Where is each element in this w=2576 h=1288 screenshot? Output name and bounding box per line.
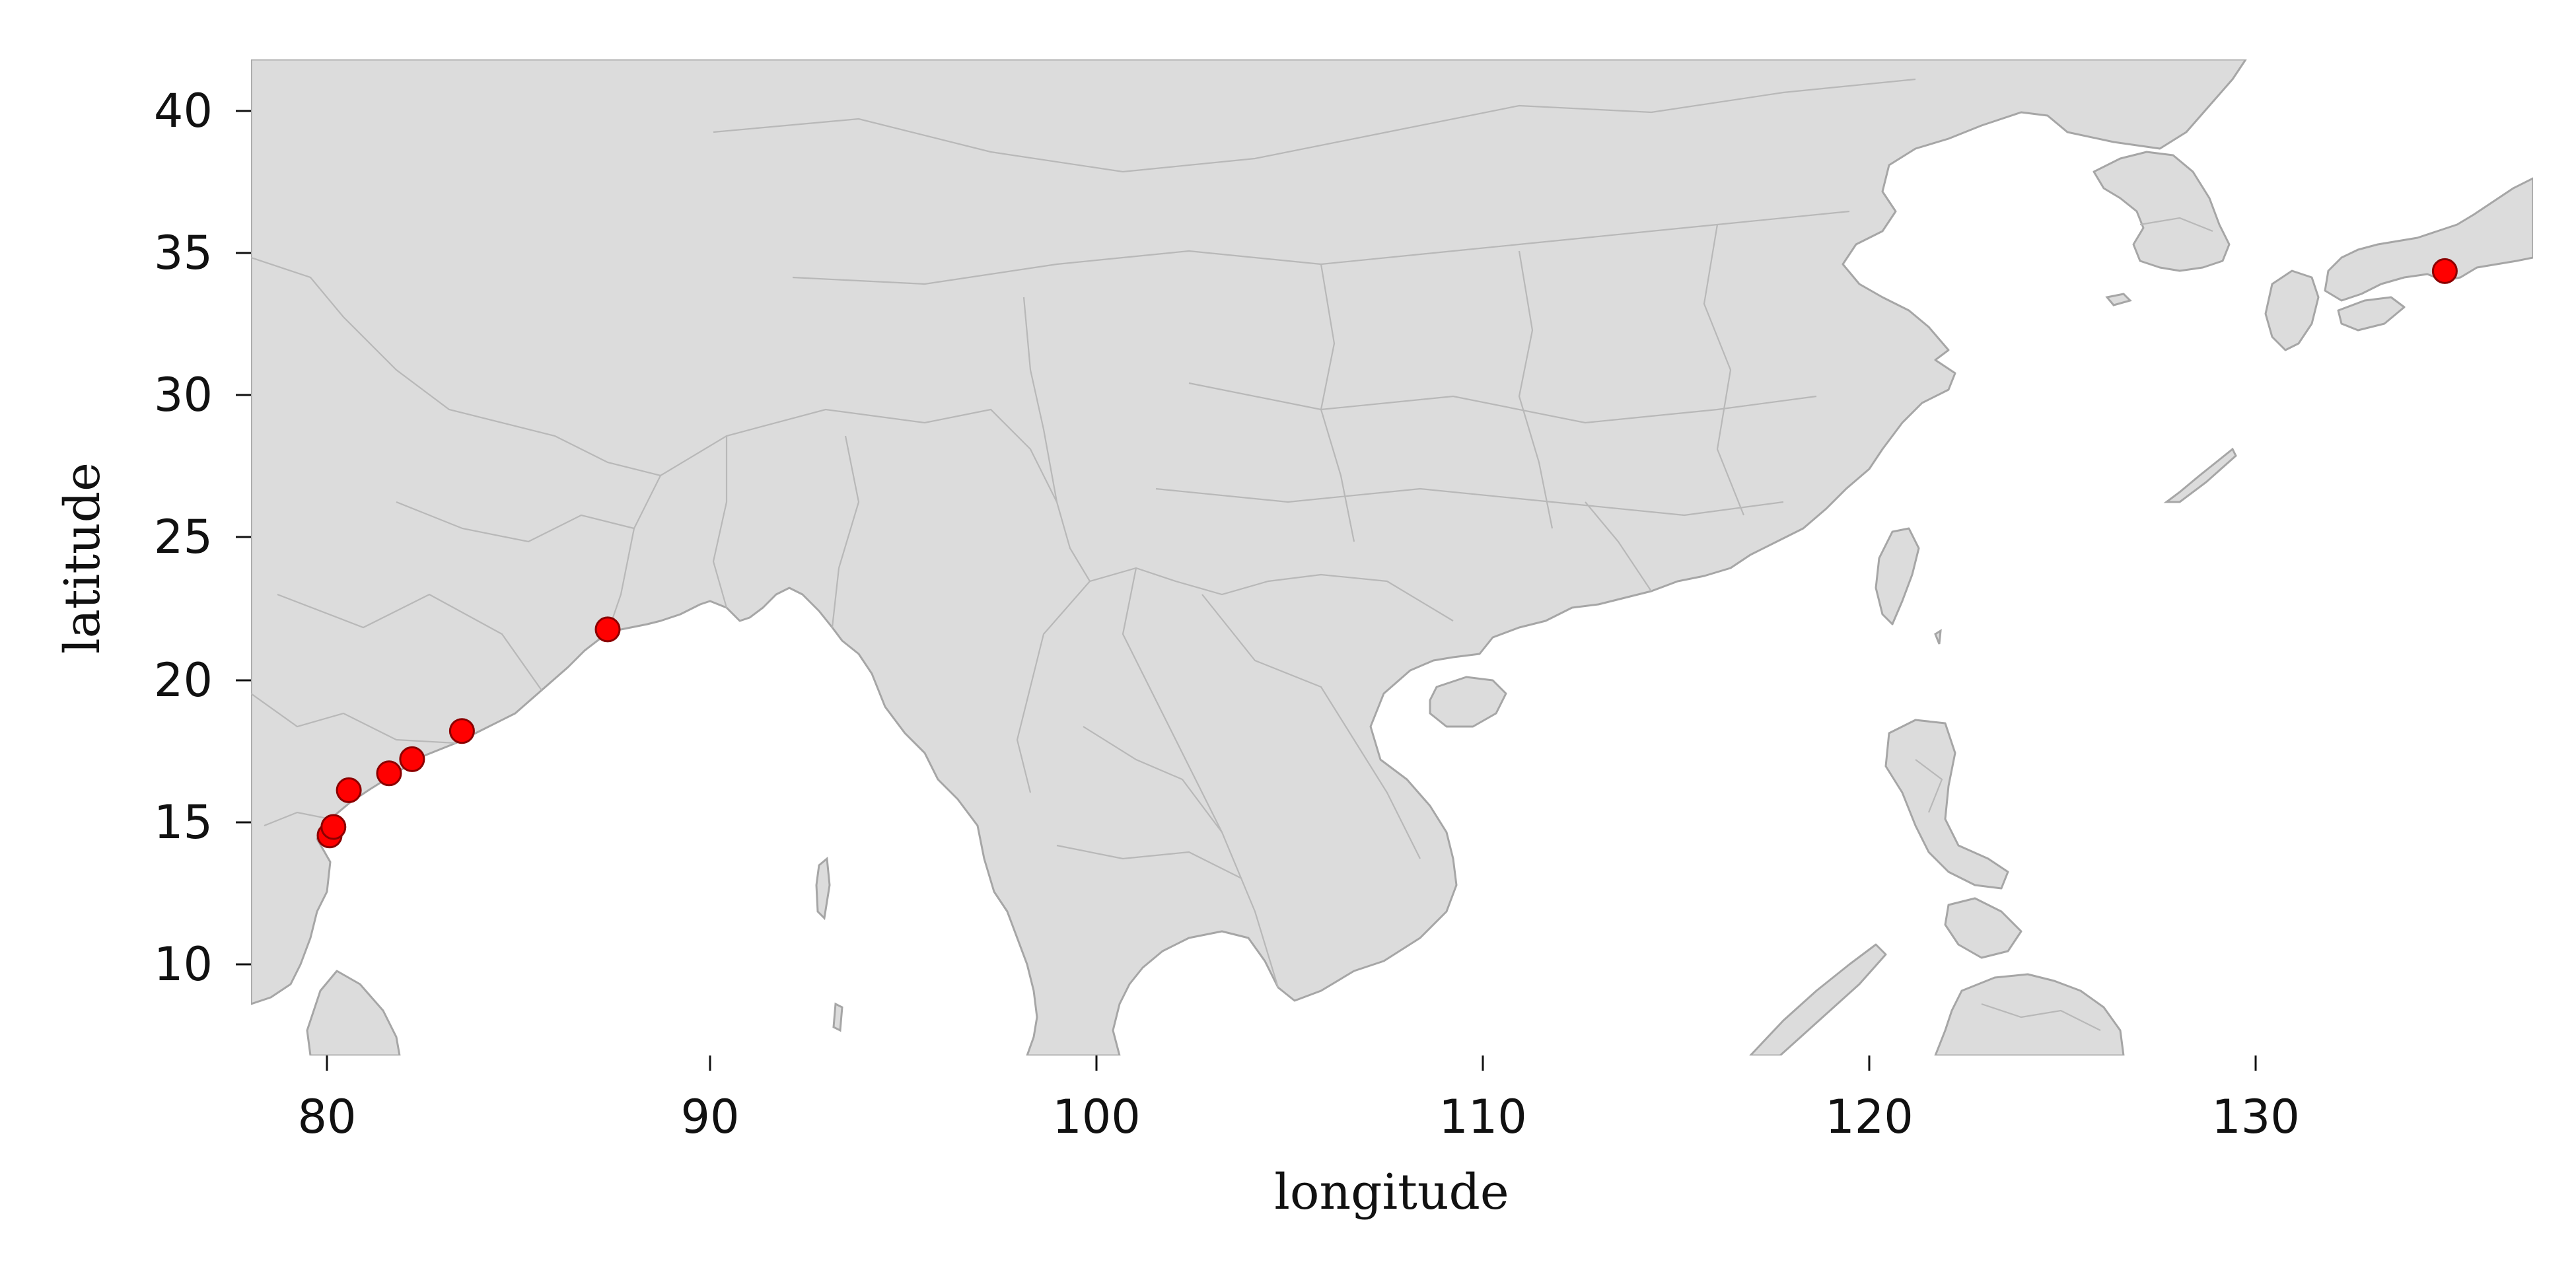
- data-point: [2431, 258, 2458, 284]
- data-point: [448, 718, 475, 744]
- mindanao-landmass: [1934, 973, 2125, 1055]
- x-tick-label: 120: [1825, 1090, 1914, 1144]
- data-point: [594, 616, 621, 643]
- andaman-islands: [815, 857, 831, 921]
- administrative-borders: [251, 78, 2213, 1031]
- nicobar-islands: [832, 1002, 843, 1032]
- y-tick-label: 35: [154, 226, 213, 280]
- data-points-layer: [316, 258, 2458, 849]
- sri-lanka-landmass: [306, 970, 401, 1055]
- luzon-landmass: [1884, 719, 2009, 890]
- y-tick-label: 20: [154, 653, 213, 707]
- visayas-islands: [1944, 897, 2022, 959]
- hainan-landmass: [1429, 676, 1507, 728]
- y-axis: 10 15 20 25 30 35 40 latitude: [54, 84, 251, 991]
- x-tick-label: 90: [680, 1090, 739, 1144]
- x-axis-title: longitude: [1274, 1164, 1509, 1221]
- shikoku-landmass: [2337, 296, 2406, 332]
- data-point: [320, 814, 347, 840]
- x-tick-label: 80: [297, 1090, 356, 1144]
- palawan-island: [1749, 943, 1887, 1055]
- y-tick-label: 40: [154, 84, 213, 138]
- japan-landmass: [2324, 177, 2533, 302]
- ryukyu-islands: [2163, 447, 2237, 503]
- x-tick-label: 130: [2211, 1090, 2300, 1144]
- y-axis-title: latitude: [54, 462, 111, 654]
- y-tick-label: 25: [154, 510, 213, 564]
- x-tick-label: 110: [1439, 1090, 1527, 1144]
- x-tick-label: 100: [1052, 1090, 1141, 1144]
- data-point: [399, 746, 425, 772]
- batanes-islands: [1934, 629, 1942, 645]
- data-point: [376, 760, 402, 787]
- y-tick-label: 30: [154, 368, 213, 422]
- x-axis: 80 90 100 110 120 130 longitude: [297, 1055, 2300, 1221]
- plot-area: [251, 59, 2533, 1055]
- jeju-island: [2105, 293, 2132, 306]
- kyushu-landmass: [2264, 269, 2320, 351]
- taiwan-landmass: [1875, 527, 1920, 626]
- y-tick-label: 10: [154, 937, 213, 991]
- y-tick-label: 15: [154, 795, 213, 849]
- korea-peninsula-landmass: [2093, 151, 2231, 272]
- data-point: [336, 777, 362, 803]
